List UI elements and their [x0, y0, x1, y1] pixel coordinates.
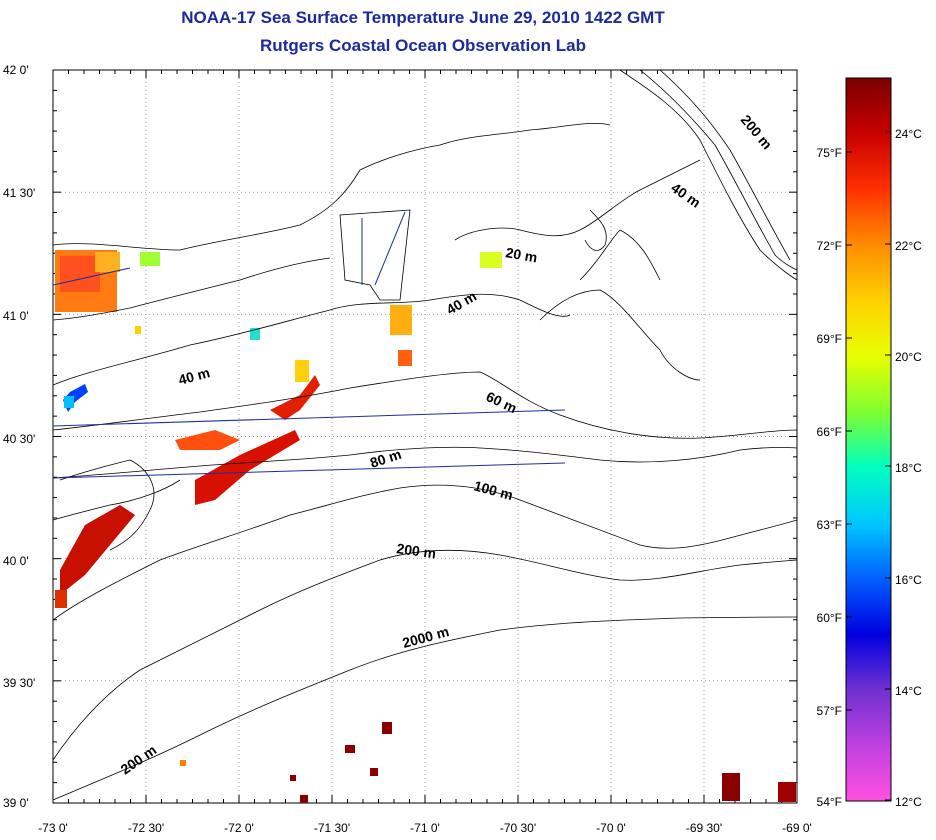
isobath-label: 40 m — [177, 364, 212, 388]
coastline-path — [53, 123, 611, 251]
sst-patch — [140, 252, 160, 266]
sst-patch — [195, 430, 300, 505]
lat-label: 42 0' — [3, 63, 29, 77]
coastline-path — [59, 459, 155, 551]
sst-patch — [398, 350, 412, 366]
celsius-label: 14°C — [895, 684, 922, 698]
sst-patch — [250, 328, 260, 340]
lon-label: -70 30' — [500, 821, 536, 835]
sst-patch — [60, 256, 100, 292]
isobath-shelf-east — [619, 70, 797, 281]
coastline-path — [454, 159, 701, 241]
sst-patch — [64, 396, 74, 408]
lon-label: -69 0' — [782, 821, 812, 835]
lon-label: -72 0' — [224, 821, 254, 835]
transect-lines — [53, 211, 566, 479]
celsius-label: 20°C — [895, 350, 922, 364]
lon-label: -71 0' — [410, 821, 440, 835]
isobath-40m — [53, 293, 571, 386]
celsius-label: 12°C — [895, 795, 922, 809]
coastline-path — [539, 289, 701, 381]
colorbar: 75°F 72°F 69°F 66°F 63°F 60°F 57°F 54°F … — [817, 77, 922, 809]
celsius-label: 24°C — [895, 127, 922, 141]
graticule — [53, 70, 797, 803]
celsius-label: 22°C — [895, 239, 922, 253]
coastline-path — [579, 229, 661, 281]
transect-line — [374, 211, 406, 286]
lon-label: -71 30' — [314, 821, 350, 835]
sst-patch — [390, 305, 412, 335]
isobath-100m — [53, 484, 797, 621]
lon-label: -70 0' — [596, 821, 626, 835]
lat-label: 40 0' — [3, 554, 29, 568]
fahrenheit-label: 63°F — [817, 518, 842, 532]
lat-label: 39 0' — [3, 796, 29, 810]
isobath-label: 20 m — [504, 244, 538, 265]
transect-line — [53, 462, 566, 479]
fahrenheit-label: 54°F — [817, 795, 842, 809]
isobath-60m — [53, 371, 797, 439]
map-subtitle: Rutgers Coastal Ocean Observation Lab — [260, 36, 586, 55]
sst-patch — [778, 782, 796, 802]
fahrenheit-label: 57°F — [817, 704, 842, 718]
celsius-label: 18°C — [895, 461, 922, 475]
sst-patch — [480, 252, 502, 268]
sst-patch — [55, 590, 67, 608]
isobath-inner — [53, 479, 181, 521]
colorbar-ticks — [846, 131, 891, 802]
sst-patch — [175, 430, 240, 450]
sst-patch — [135, 326, 141, 334]
coastline-path — [53, 257, 331, 321]
lon-label: -69 30' — [686, 821, 722, 835]
lat-label: 41 0' — [3, 309, 29, 323]
sst-patch — [95, 252, 120, 272]
sst-pixels — [55, 250, 796, 803]
transect-line — [53, 267, 131, 286]
celsius-label: 16°C — [895, 573, 922, 587]
sst-patch — [345, 745, 355, 753]
isobath-shelf-east — [639, 70, 797, 271]
isobath-label: 200 m — [396, 540, 438, 561]
lon-label: -72 30' — [128, 821, 164, 835]
axis-ticks — [52, 69, 798, 804]
sst-patch — [60, 505, 135, 595]
lat-label: 40 30' — [3, 432, 35, 446]
isobaths — [53, 70, 797, 801]
fahrenheit-label: 66°F — [817, 425, 842, 439]
coastline-path — [339, 209, 411, 301]
sst-patch — [300, 795, 308, 803]
sst-patch — [295, 360, 309, 382]
lat-label: 39 30' — [3, 676, 35, 690]
sst-patch — [370, 768, 378, 776]
sst-patch — [722, 773, 740, 801]
transect-line — [53, 409, 566, 427]
isobath-2000m — [53, 616, 797, 801]
coastline — [53, 123, 701, 551]
isobath-200m — [53, 549, 797, 761]
fahrenheit-label: 72°F — [817, 239, 842, 253]
fahrenheit-label: 75°F — [817, 146, 842, 160]
coastline-path — [584, 209, 607, 251]
fahrenheit-label: 60°F — [817, 611, 842, 625]
isobath-80m — [53, 446, 797, 479]
fahrenheit-label: 69°F — [817, 332, 842, 346]
colorbar-scale — [845, 77, 892, 802]
axis-labels: 42 0' 41 30' 41 0' 40 30' 40 0' 39 30' 3… — [3, 63, 812, 835]
sst-patch — [180, 760, 186, 766]
sst-patch — [382, 722, 392, 734]
map-title: NOAA-17 Sea Surface Temperature June 29,… — [181, 8, 665, 27]
sst-patch — [290, 775, 296, 781]
lat-label: 41 30' — [3, 186, 35, 200]
lon-label: -73 0' — [38, 821, 68, 835]
isobath-shelf-east — [659, 70, 791, 261]
